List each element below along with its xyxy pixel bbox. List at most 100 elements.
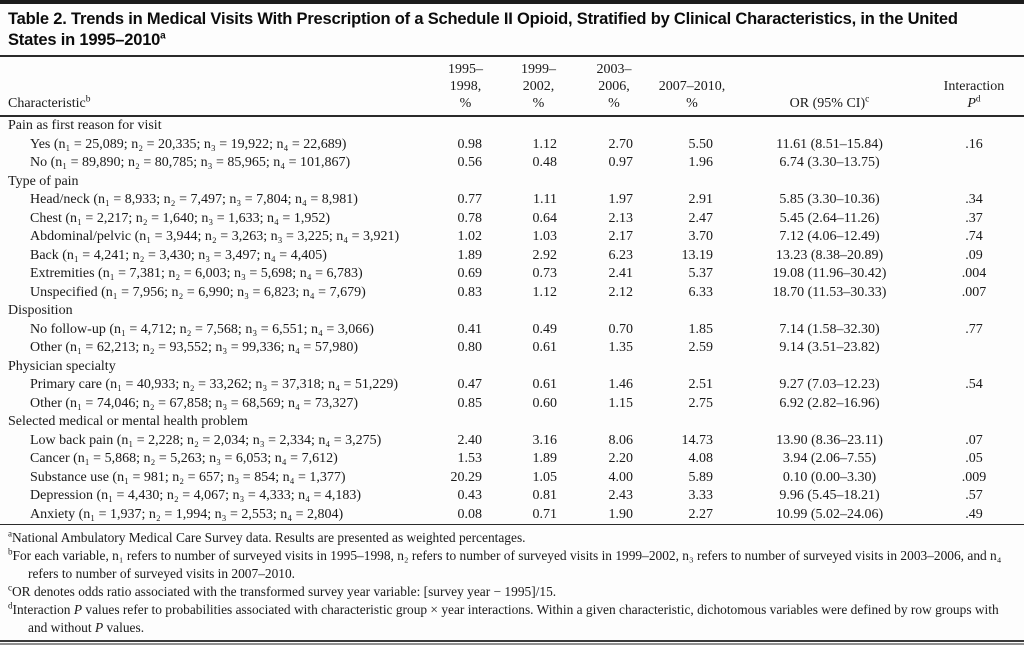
table-row: Other (n₁ = 74,046; n₂ = 67,858; n₃ = 68…: [0, 395, 1024, 414]
period-2-label: 1999–2002,: [521, 62, 556, 94]
percent-value: 0.48: [532, 155, 558, 170]
table-row: Low back pain (n₁ = 2,228; n₂ = 2,034; n…: [0, 432, 1024, 451]
percent-value: 2.70: [608, 136, 634, 152]
row-label: Substance use (n₁ = 981; n₂ = 657; n₃ = …: [30, 469, 346, 485]
section-header: Type of pain: [8, 173, 79, 189]
footnote-marker: b: [8, 546, 13, 557]
percent-value: 2.51: [688, 377, 714, 392]
footnote-text: values refer to probabilities associated…: [28, 602, 999, 635]
percent-value: 1.12: [532, 284, 558, 300]
or-header-label: OR (95% CI): [789, 96, 866, 111]
row-label: Low back pain (n₁ = 2,228; n₂ = 2,034; n…: [30, 432, 382, 448]
header-row: Characteristicb 1995–1998,% 1999–2002,% …: [0, 57, 1024, 117]
row-label: Back (n₁ = 4,241; n₂ = 3,430; n₃ = 3,497…: [30, 247, 327, 263]
interaction-p-value: .009: [961, 469, 987, 485]
percent-value: 4.08: [688, 451, 714, 466]
percent-value: 1.89: [532, 451, 558, 466]
row-label: Unspecified (n₁ = 7,956; n₂ = 6,990; n₃ …: [30, 284, 366, 300]
table-title-text: Table 2. Trends in Medical Visits With P…: [8, 10, 958, 49]
row-label: Chest (n₁ = 2,217; n₂ = 1,640; n₃ = 1,63…: [30, 210, 330, 226]
interaction-footnote-marker: d: [975, 94, 981, 105]
percent-value: 0.56: [457, 155, 483, 170]
section-header-row: Physician specialty: [0, 358, 1024, 377]
percent-value: 2.41: [608, 266, 634, 281]
footnote: dInteraction P values refer to probabili…: [8, 601, 1016, 637]
percent-value: 6.33: [688, 284, 714, 300]
or-value: 13.23 (8.38–20.89): [775, 247, 884, 263]
footnote-text: P: [73, 602, 83, 617]
interaction-p-value: [932, 154, 1024, 173]
percent-value: 0.60: [532, 395, 558, 411]
characteristic-header-label: Characteristic: [8, 96, 86, 111]
bottom-rule: [0, 640, 1024, 645]
percent-value: 0.80: [457, 340, 483, 355]
row-label: Primary care (n₁ = 40,933; n₂ = 33,262; …: [30, 377, 399, 392]
interaction-p-value: .004: [961, 266, 987, 281]
top-rule: [0, 0, 1024, 4]
percent-value: 2.17: [608, 229, 634, 244]
percent-value: 1.46: [608, 377, 634, 392]
percent-value: 0.97: [608, 155, 634, 170]
table-title-footnote-marker: a: [160, 30, 166, 42]
table-row: Extremities (n₁ = 7,381; n₂ = 6,003; n₃ …: [0, 265, 1024, 284]
section-header-row: Type of pain: [0, 173, 1024, 192]
row-label: Head/neck (n₁ = 8,933; n₂ = 7,497; n₃ = …: [30, 192, 358, 207]
percent-value: 2.40: [457, 432, 483, 448]
section-header: Disposition: [8, 303, 73, 318]
table-row: Primary care (n₁ = 40,933; n₂ = 33,262; …: [0, 376, 1024, 395]
percent-value: 0.83: [457, 284, 483, 300]
interaction-p-value: .05: [965, 451, 983, 466]
interaction-p-value: .77: [965, 321, 983, 337]
period-4-percent: %: [686, 96, 698, 111]
table-row: Substance use (n₁ = 981; n₂ = 657; n₃ = …: [0, 469, 1024, 488]
row-label: Extremities (n₁ = 7,381; n₂ = 6,003; n₃ …: [30, 266, 363, 281]
percent-value: 1.85: [688, 321, 714, 337]
footnote-text: OR denotes odds ratio associated with th…: [12, 584, 557, 599]
percent-value: 5.37: [688, 266, 714, 281]
row-label: Cancer (n₁ = 5,868; n₂ = 5,263; n₃ = 6,0…: [30, 451, 338, 466]
percent-value: 1.35: [608, 340, 634, 355]
or-value: 0.10 (0.00–3.30): [782, 469, 877, 485]
percent-value: 6.23: [608, 247, 634, 263]
table-row: Yes (n₁ = 25,089; n₂ = 20,335; n₃ = 19,9…: [0, 136, 1024, 155]
percent-value: 4.00: [608, 469, 634, 485]
percent-value: 2.12: [608, 284, 634, 300]
row-label: Depression (n₁ = 4,430; n₂ = 4,067; n₃ =…: [30, 488, 362, 503]
percent-value: 2.47: [688, 210, 714, 226]
or-value: 6.92 (2.82–16.96): [779, 395, 880, 411]
table-body: Pain as first reason for visit Yes (n₁ = …: [0, 116, 1024, 525]
section-header: Selected medical or mental health proble…: [8, 414, 248, 429]
footnote-text: Interaction: [12, 602, 74, 617]
period-3-percent: %: [608, 96, 620, 111]
percent-value: 1.53: [457, 451, 483, 466]
table-header: Characteristicb 1995–1998,% 1999–2002,% …: [0, 57, 1024, 117]
column-header-period-2: 1999–2002,%: [496, 57, 571, 117]
characteristic-footnote-marker: b: [85, 94, 91, 105]
footnote: cOR denotes odds ratio associated with t…: [8, 583, 1016, 601]
row-label: Yes (n₁ = 25,089; n₂ = 20,335; n₃ = 19,9…: [30, 136, 347, 152]
percent-value: 1.90: [571, 505, 647, 525]
percent-value: 0.61: [532, 340, 558, 355]
percent-value: 0.64: [532, 210, 558, 226]
period-3-label: 2003–2006,: [596, 62, 632, 94]
row-label: Other (n₁ = 74,046; n₂ = 67,858; n₃ = 68…: [30, 395, 358, 411]
or-value: 18.70 (11.53–30.33): [772, 284, 887, 300]
table-title: Table 2. Trends in Medical Visits With P…: [0, 4, 1024, 57]
percent-value: 2.91: [688, 192, 714, 207]
footnote-marker: a: [8, 528, 12, 539]
percent-value: 1.89: [457, 247, 483, 263]
column-header-characteristic: Characteristicb: [0, 57, 425, 117]
table-row: Abdominal/pelvic (n₁ = 3,944; n₂ = 3,263…: [0, 228, 1024, 247]
percent-value: 13.19: [681, 247, 714, 263]
percent-value: 2.92: [532, 247, 558, 263]
percent-value: 0.69: [457, 266, 483, 281]
or-footnote-marker: c: [865, 94, 870, 105]
footnote-marker: d: [8, 600, 13, 611]
section-header-row: Disposition: [0, 302, 1024, 321]
column-header-period-3: 2003–2006,%: [571, 57, 647, 117]
section-header: Pain as first reason for visit: [8, 118, 162, 133]
or-value: 9.96 (5.45–18.21): [779, 488, 880, 503]
percent-value: 0.77: [457, 192, 483, 207]
or-value: 5.85 (3.30–10.36): [779, 192, 880, 207]
interaction-p-value: .37: [965, 210, 983, 226]
